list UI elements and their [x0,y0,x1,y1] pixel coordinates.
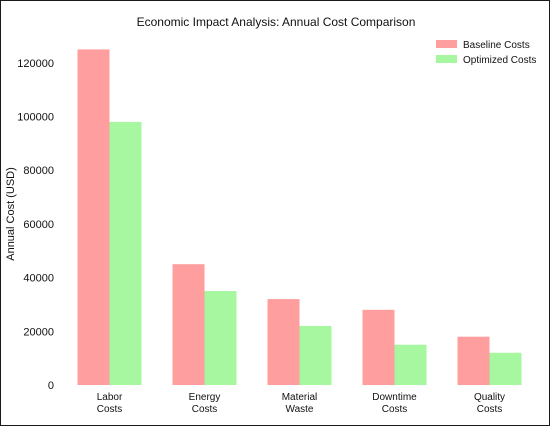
x-tick-label: Quality Costs [474,392,505,415]
y-tick-label: 100000 [17,112,54,124]
legend: Baseline Costs Optimized Costs [436,40,536,66]
legend-swatch [436,55,457,63]
y-tick-label: 80000 [23,165,54,177]
bar-baseline-costs-1 [172,264,205,385]
y-axis-label: Annual Cost (USD) [5,167,17,261]
bar-baseline-costs-0 [77,49,110,386]
bar-optimized-costs-3 [394,344,427,385]
x-axis-labels: Labor Costs Energy Costs Material Waste Downti… [97,392,505,415]
y-tick-label: 40000 [23,273,54,285]
legend-label: Optimized Costs [463,55,536,66]
legend-swatch [436,40,457,48]
bars-group [77,49,522,386]
bar-baseline-costs-4 [457,336,490,385]
bar-optimized-costs-1 [204,291,237,385]
legend-label: Baseline Costs [463,40,530,51]
y-tick-label: 0 [48,380,54,392]
x-tick-label: Material Waste [282,392,318,415]
bar-optimized-costs-4 [489,352,522,385]
y-tick-label: 60000 [23,219,54,231]
x-tick-label: Downtime Costs [372,392,417,415]
y-axis-ticks: 0 20000 40000 60000 80000 100000 120000 [17,58,54,392]
chart-title: Economic Impact Analysis: Annual Cost Co… [137,15,416,29]
x-tick-label: Labor Costs [97,392,123,415]
bar-optimized-costs-2 [299,325,332,385]
bar-baseline-costs-2 [267,299,300,385]
bar-optimized-costs-0 [109,121,142,386]
y-tick-label: 20000 [23,326,54,338]
y-tick-label: 120000 [17,58,54,70]
x-tick-label: Energy Costs [189,392,221,415]
bar-baseline-costs-3 [362,309,395,385]
